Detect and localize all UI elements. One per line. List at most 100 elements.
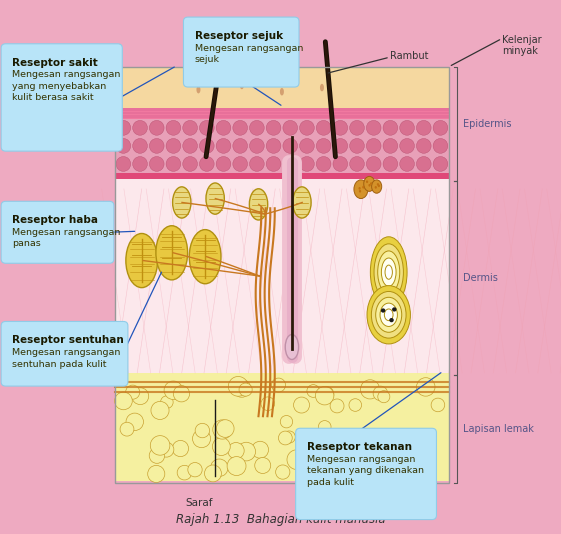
Ellipse shape — [416, 378, 435, 396]
Ellipse shape — [133, 138, 148, 153]
Ellipse shape — [183, 121, 197, 135]
Ellipse shape — [378, 391, 390, 403]
Ellipse shape — [307, 456, 320, 469]
Ellipse shape — [250, 138, 264, 153]
Bar — [115, 67, 449, 108]
Ellipse shape — [350, 121, 364, 135]
Ellipse shape — [159, 442, 174, 457]
Ellipse shape — [149, 121, 164, 135]
Text: Mengesan rangsangan
sentuhan pada kulit: Mengesan rangsangan sentuhan pada kulit — [12, 348, 121, 368]
Ellipse shape — [249, 189, 268, 220]
Ellipse shape — [383, 440, 396, 454]
Ellipse shape — [310, 455, 323, 467]
Ellipse shape — [196, 86, 200, 93]
Ellipse shape — [228, 376, 248, 396]
Bar — [115, 108, 449, 119]
Ellipse shape — [200, 138, 214, 153]
Ellipse shape — [183, 138, 197, 153]
Ellipse shape — [349, 399, 362, 411]
Ellipse shape — [149, 448, 165, 464]
FancyBboxPatch shape — [1, 201, 114, 263]
Ellipse shape — [383, 121, 398, 135]
Ellipse shape — [369, 184, 371, 186]
Ellipse shape — [217, 420, 234, 437]
Ellipse shape — [280, 415, 293, 428]
Ellipse shape — [213, 420, 232, 439]
Ellipse shape — [237, 442, 256, 461]
Ellipse shape — [374, 244, 403, 301]
Ellipse shape — [354, 180, 368, 199]
Ellipse shape — [326, 439, 342, 456]
Ellipse shape — [406, 448, 419, 461]
Ellipse shape — [173, 187, 191, 218]
Ellipse shape — [381, 258, 396, 286]
Ellipse shape — [133, 156, 148, 171]
Ellipse shape — [366, 180, 368, 183]
Ellipse shape — [250, 121, 264, 135]
Ellipse shape — [126, 233, 158, 288]
Ellipse shape — [149, 138, 164, 153]
Ellipse shape — [266, 138, 281, 153]
Text: Reseptor sakit: Reseptor sakit — [12, 58, 98, 68]
Ellipse shape — [359, 190, 361, 193]
Ellipse shape — [400, 138, 415, 153]
Ellipse shape — [316, 138, 331, 153]
Ellipse shape — [233, 138, 247, 153]
Ellipse shape — [151, 402, 169, 420]
Ellipse shape — [315, 440, 328, 452]
Ellipse shape — [307, 384, 320, 397]
Ellipse shape — [370, 237, 407, 308]
Text: Rajah 1.13  Bahagian kulit manusia: Rajah 1.13 Bahagian kulit manusia — [176, 513, 385, 526]
Ellipse shape — [366, 156, 381, 171]
Text: Reseptor tekanan: Reseptor tekanan — [307, 442, 412, 452]
Ellipse shape — [283, 121, 297, 135]
Ellipse shape — [166, 156, 181, 171]
Ellipse shape — [358, 187, 361, 190]
Ellipse shape — [177, 465, 192, 480]
Ellipse shape — [375, 186, 377, 189]
Ellipse shape — [173, 386, 190, 402]
Ellipse shape — [250, 156, 264, 171]
Ellipse shape — [216, 156, 231, 171]
Ellipse shape — [283, 431, 295, 443]
Ellipse shape — [416, 138, 431, 153]
Ellipse shape — [330, 399, 344, 413]
Ellipse shape — [192, 430, 210, 447]
Ellipse shape — [210, 459, 228, 476]
Text: Lapisan lemak: Lapisan lemak — [463, 424, 534, 434]
Ellipse shape — [333, 121, 348, 135]
Bar — [115, 173, 449, 179]
Ellipse shape — [315, 387, 334, 405]
Ellipse shape — [213, 438, 230, 456]
Ellipse shape — [216, 138, 231, 153]
Text: Kelenjar
minyak: Kelenjar minyak — [502, 35, 542, 56]
Ellipse shape — [371, 180, 381, 193]
Ellipse shape — [287, 450, 307, 469]
Ellipse shape — [367, 286, 411, 344]
Ellipse shape — [380, 303, 397, 326]
Text: Saraf: Saraf — [185, 498, 213, 508]
Ellipse shape — [371, 292, 406, 338]
Ellipse shape — [266, 121, 281, 135]
Ellipse shape — [206, 183, 224, 214]
Ellipse shape — [339, 465, 358, 485]
Ellipse shape — [200, 156, 214, 171]
Ellipse shape — [350, 138, 364, 153]
Ellipse shape — [255, 458, 271, 474]
Ellipse shape — [362, 186, 365, 189]
Text: Rambut: Rambut — [390, 51, 429, 61]
Ellipse shape — [261, 397, 275, 411]
Ellipse shape — [133, 121, 148, 135]
Ellipse shape — [373, 386, 388, 400]
Ellipse shape — [188, 462, 202, 477]
Ellipse shape — [361, 380, 380, 399]
Bar — [115, 373, 449, 481]
Text: Mengesan rangsangan
tekanan yang dikenakan
pada kulit: Mengesan rangsangan tekanan yang dikenak… — [307, 455, 424, 487]
Ellipse shape — [378, 251, 400, 293]
Ellipse shape — [433, 121, 448, 135]
Text: Mengesan rangsangan
panas: Mengesan rangsangan panas — [12, 228, 121, 248]
Ellipse shape — [275, 465, 290, 479]
Ellipse shape — [320, 84, 324, 91]
Ellipse shape — [318, 421, 331, 433]
Ellipse shape — [293, 187, 311, 218]
